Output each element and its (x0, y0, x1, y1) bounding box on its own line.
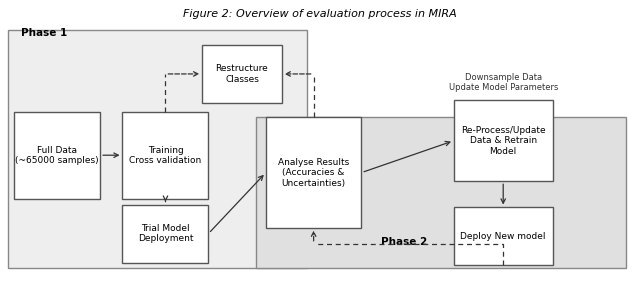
Bar (256, 117, 626, 268)
Text: Figure 2: Overview of evaluation process in MIRA: Figure 2: Overview of evaluation process… (183, 9, 457, 19)
Text: Restructure
Classes: Restructure Classes (216, 64, 268, 84)
Text: Deploy New model: Deploy New model (460, 232, 546, 241)
Bar (266, 117, 362, 228)
Text: Phase 2: Phase 2 (381, 237, 427, 247)
Text: Analyse Results
(Accuracies &
Uncertainties): Analyse Results (Accuracies & Uncertaint… (278, 158, 349, 188)
Text: Re-Process/Update
Data & Retrain
Model: Re-Process/Update Data & Retrain Model (461, 126, 545, 156)
Bar (122, 112, 209, 199)
Text: Full Data
(~65000 samples): Full Data (~65000 samples) (15, 146, 99, 165)
Bar (8, 30, 307, 268)
Text: Training
Cross validation: Training Cross validation (129, 146, 202, 165)
Bar (202, 45, 282, 103)
Bar (454, 207, 552, 265)
Text: Trial Model
Deployment: Trial Model Deployment (138, 224, 193, 243)
Bar (122, 205, 209, 263)
Text: Phase 1: Phase 1 (20, 28, 67, 38)
Text: Downsample Data
Update Model Parameters: Downsample Data Update Model Parameters (449, 73, 558, 92)
Bar (454, 100, 552, 181)
Bar (14, 112, 100, 199)
